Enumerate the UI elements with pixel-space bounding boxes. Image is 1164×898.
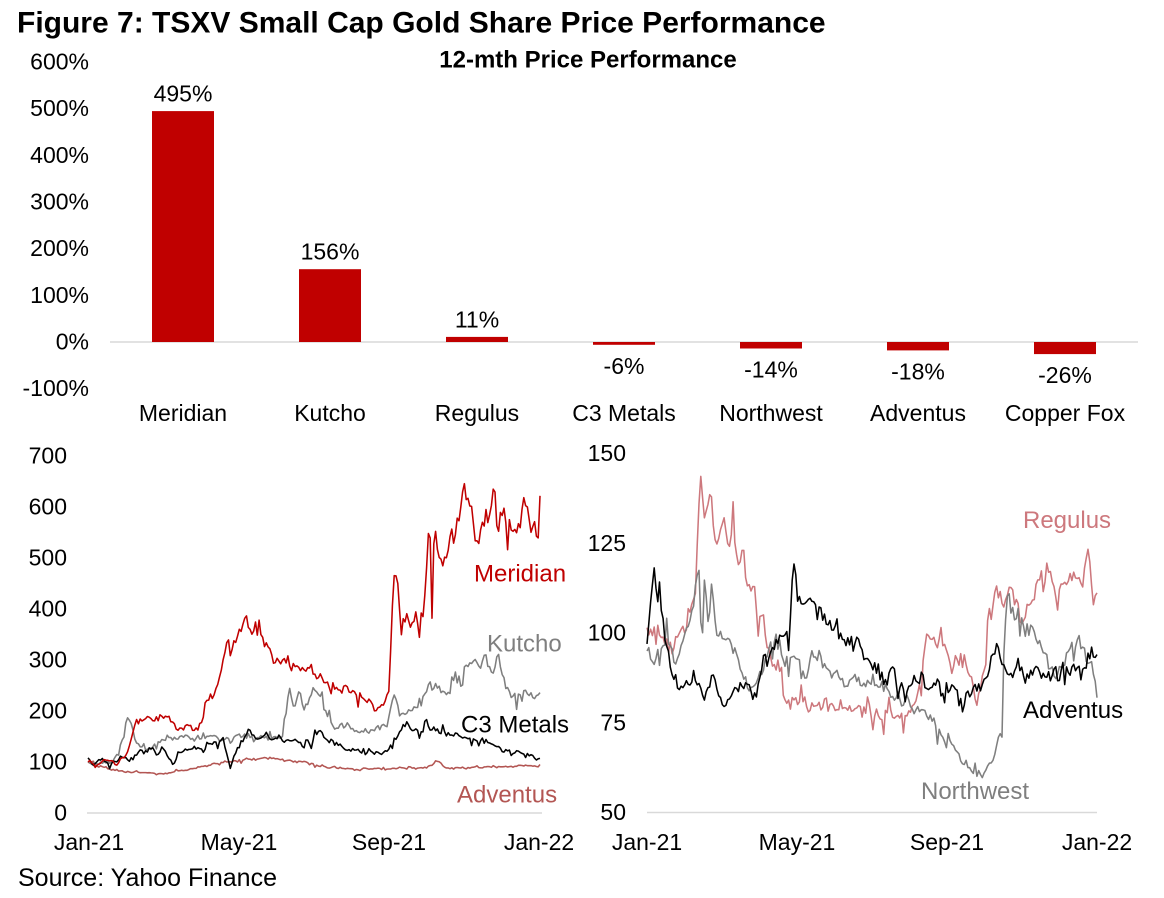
svg-text:400%: 400%	[30, 142, 89, 168]
svg-text:500: 500	[29, 545, 67, 571]
svg-text:Kutcho: Kutcho	[294, 400, 366, 426]
svg-text:400: 400	[29, 596, 67, 622]
svg-text:-100%: -100%	[23, 375, 89, 401]
svg-text:Sep-21: Sep-21	[910, 829, 984, 855]
svg-text:Jan-21: Jan-21	[54, 829, 124, 855]
svg-text:Regulus: Regulus	[435, 400, 519, 426]
svg-text:-14%: -14%	[744, 357, 798, 383]
svg-text:300: 300	[29, 647, 67, 673]
svg-text:300%: 300%	[30, 189, 89, 215]
svg-text:Jan-22: Jan-22	[504, 829, 574, 855]
svg-text:50: 50	[600, 799, 626, 825]
svg-text:Meridian: Meridian	[474, 561, 566, 588]
svg-text:Figure 7: TSXV Small Cap Gold: Figure 7: TSXV Small Cap Gold Share Pric…	[17, 7, 826, 40]
svg-text:100: 100	[588, 620, 626, 646]
svg-text:C3 Metals: C3 Metals	[572, 400, 676, 426]
svg-text:125: 125	[588, 530, 626, 556]
svg-text:150: 150	[588, 440, 626, 466]
svg-text:Northwest: Northwest	[719, 400, 823, 426]
svg-text:700: 700	[29, 443, 67, 469]
svg-text:100: 100	[29, 749, 67, 775]
svg-text:12-mth Price Performance: 12-mth Price Performance	[439, 47, 736, 74]
svg-text:200%: 200%	[30, 235, 89, 261]
svg-text:Jan-22: Jan-22	[1062, 829, 1132, 855]
svg-text:0: 0	[54, 800, 67, 826]
svg-text:May-21: May-21	[201, 829, 278, 855]
svg-text:-26%: -26%	[1038, 362, 1092, 388]
svg-text:11%: 11%	[455, 306, 499, 332]
svg-text:Northwest: Northwest	[921, 778, 1029, 805]
svg-text:495%: 495%	[154, 81, 213, 107]
svg-text:75: 75	[600, 709, 626, 735]
svg-text:Adventus: Adventus	[457, 782, 557, 809]
svg-text:Source: Yahoo Finance: Source: Yahoo Finance	[18, 864, 277, 892]
svg-text:Regulus: Regulus	[1023, 507, 1111, 534]
svg-text:Adventus: Adventus	[1023, 697, 1123, 724]
svg-text:Jan-21: Jan-21	[612, 829, 682, 855]
svg-text:C3 Metals: C3 Metals	[461, 712, 569, 739]
svg-text:600%: 600%	[30, 49, 89, 75]
svg-text:Copper Fox: Copper Fox	[1005, 400, 1126, 426]
svg-text:Adventus: Adventus	[870, 400, 966, 426]
svg-text:500%: 500%	[30, 95, 89, 121]
svg-text:Kutcho: Kutcho	[487, 631, 562, 658]
svg-text:-6%: -6%	[604, 353, 645, 379]
svg-text:156%: 156%	[301, 239, 360, 265]
svg-text:Sep-21: Sep-21	[352, 829, 426, 855]
svg-text:Meridian: Meridian	[139, 400, 227, 426]
svg-text:200: 200	[29, 698, 67, 724]
svg-text:May-21: May-21	[759, 829, 836, 855]
svg-text:0%: 0%	[56, 329, 89, 355]
svg-text:100%: 100%	[30, 282, 89, 308]
svg-text:-18%: -18%	[891, 358, 945, 384]
svg-text:600: 600	[29, 494, 67, 520]
